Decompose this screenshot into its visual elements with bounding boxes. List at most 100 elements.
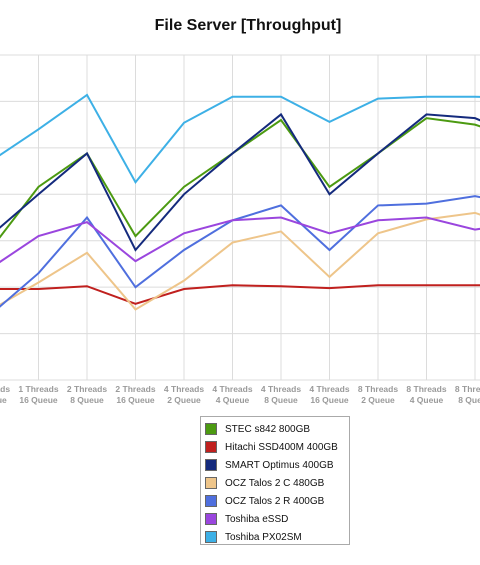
x-tick-label: 8 Threads 4 Queue xyxy=(406,384,446,405)
legend-item: Toshiba PX02SM xyxy=(205,528,349,546)
data-point xyxy=(425,117,428,119)
data-point xyxy=(328,121,331,123)
data-point xyxy=(425,202,428,205)
x-tick-label: 4 Threads 16 Queue xyxy=(309,384,349,405)
data-point xyxy=(134,181,137,184)
data-point xyxy=(377,97,379,100)
legend-swatch xyxy=(205,495,217,507)
x-tick-label: 4 Threads 4 Queue xyxy=(212,384,252,405)
data-point xyxy=(328,249,331,251)
legend-item: Hitachi SSD400M 400GB xyxy=(205,438,349,456)
legend-swatch xyxy=(205,513,217,525)
data-point xyxy=(86,251,88,254)
data-point xyxy=(86,152,88,155)
data-point xyxy=(86,221,88,223)
x-tick-label: 4 Threads 8 Queue xyxy=(261,384,301,405)
legend-swatch xyxy=(205,459,217,471)
data-point xyxy=(425,284,428,287)
data-point xyxy=(134,308,137,311)
data-point xyxy=(231,95,234,98)
data-point xyxy=(474,228,476,231)
data-point xyxy=(280,285,282,288)
data-point xyxy=(280,119,282,121)
data-point xyxy=(37,272,40,275)
x-tick-label: 8 Threads 2 Queue xyxy=(358,384,398,405)
data-point xyxy=(328,287,331,289)
data-point xyxy=(134,303,137,305)
data-point xyxy=(377,284,379,287)
series-line xyxy=(0,112,480,252)
data-point xyxy=(183,279,185,282)
data-point xyxy=(134,260,137,262)
series-6 xyxy=(0,93,480,184)
data-point xyxy=(328,193,331,196)
data-point xyxy=(37,193,40,196)
data-point xyxy=(134,249,137,251)
data-point xyxy=(425,218,428,221)
series-0 xyxy=(0,117,480,239)
data-point xyxy=(86,216,88,219)
series-line xyxy=(0,93,480,184)
data-point xyxy=(474,195,476,197)
legend-swatch xyxy=(205,531,217,543)
data-point xyxy=(37,186,40,188)
data-point xyxy=(377,152,379,155)
data-point xyxy=(231,241,234,244)
data-point xyxy=(280,204,282,207)
series-2 xyxy=(0,112,480,252)
data-point xyxy=(231,219,234,222)
data-point xyxy=(280,95,282,98)
chart-title: File Server [Throughput] xyxy=(154,17,342,34)
data-point xyxy=(474,95,476,98)
legend-swatch xyxy=(205,441,217,453)
data-point xyxy=(377,232,379,235)
legend-item: SMART Optimus 400GB xyxy=(205,456,349,474)
series-5 xyxy=(0,216,480,264)
data-point xyxy=(86,94,88,96)
series-3 xyxy=(0,211,480,311)
data-point xyxy=(425,216,428,219)
legend-item: OCZ Talos 2 R 400GB xyxy=(205,492,349,510)
data-point xyxy=(37,281,40,284)
legend-swatch xyxy=(205,423,217,435)
series-line xyxy=(0,284,480,305)
x-tick-label: 2 Threads 16 Queue xyxy=(115,384,155,405)
data-point xyxy=(37,288,40,290)
legend-label: Hitachi SSD400M 400GB xyxy=(225,441,338,453)
legend-label: STEC s842 800GB xyxy=(225,423,311,435)
legend-item: Toshiba eSSD xyxy=(205,510,349,528)
data-point xyxy=(183,232,185,235)
legend-label: Toshiba eSSD xyxy=(225,513,289,525)
legend-label: Toshiba PX02SM xyxy=(225,531,302,543)
data-point xyxy=(183,288,185,290)
series-4 xyxy=(0,195,480,308)
data-point xyxy=(425,113,428,116)
data-point xyxy=(183,186,185,188)
data-point xyxy=(280,113,282,116)
x-tick-label: 2 Threads 8 Queue xyxy=(67,384,107,405)
legend-swatch xyxy=(205,477,217,489)
legend-item: OCZ Talos 2 C 480GB xyxy=(205,474,349,492)
data-point xyxy=(183,121,185,124)
legend-item: STEC s842 800GB xyxy=(205,420,349,438)
legend-label: OCZ Talos 2 R 400GB xyxy=(225,495,325,507)
series-1 xyxy=(0,284,480,305)
data-point xyxy=(328,232,331,235)
data-point xyxy=(86,285,88,288)
data-point xyxy=(280,216,282,219)
data-point xyxy=(280,230,282,233)
data-point xyxy=(37,235,40,237)
x-tick-label: 1 Threads 16 Queue xyxy=(18,384,58,405)
data-point xyxy=(134,235,137,237)
data-point xyxy=(134,286,137,288)
legend-label: SMART Optimus 400GB xyxy=(225,459,334,471)
data-point xyxy=(231,152,234,155)
data-point xyxy=(328,186,331,188)
x-tick-label: 4 Threads 2 Queue xyxy=(164,384,204,405)
series-lines xyxy=(0,93,480,311)
legend: STEC s842 800GB Hitachi SSD400M 400GB SMAR… xyxy=(200,416,350,545)
